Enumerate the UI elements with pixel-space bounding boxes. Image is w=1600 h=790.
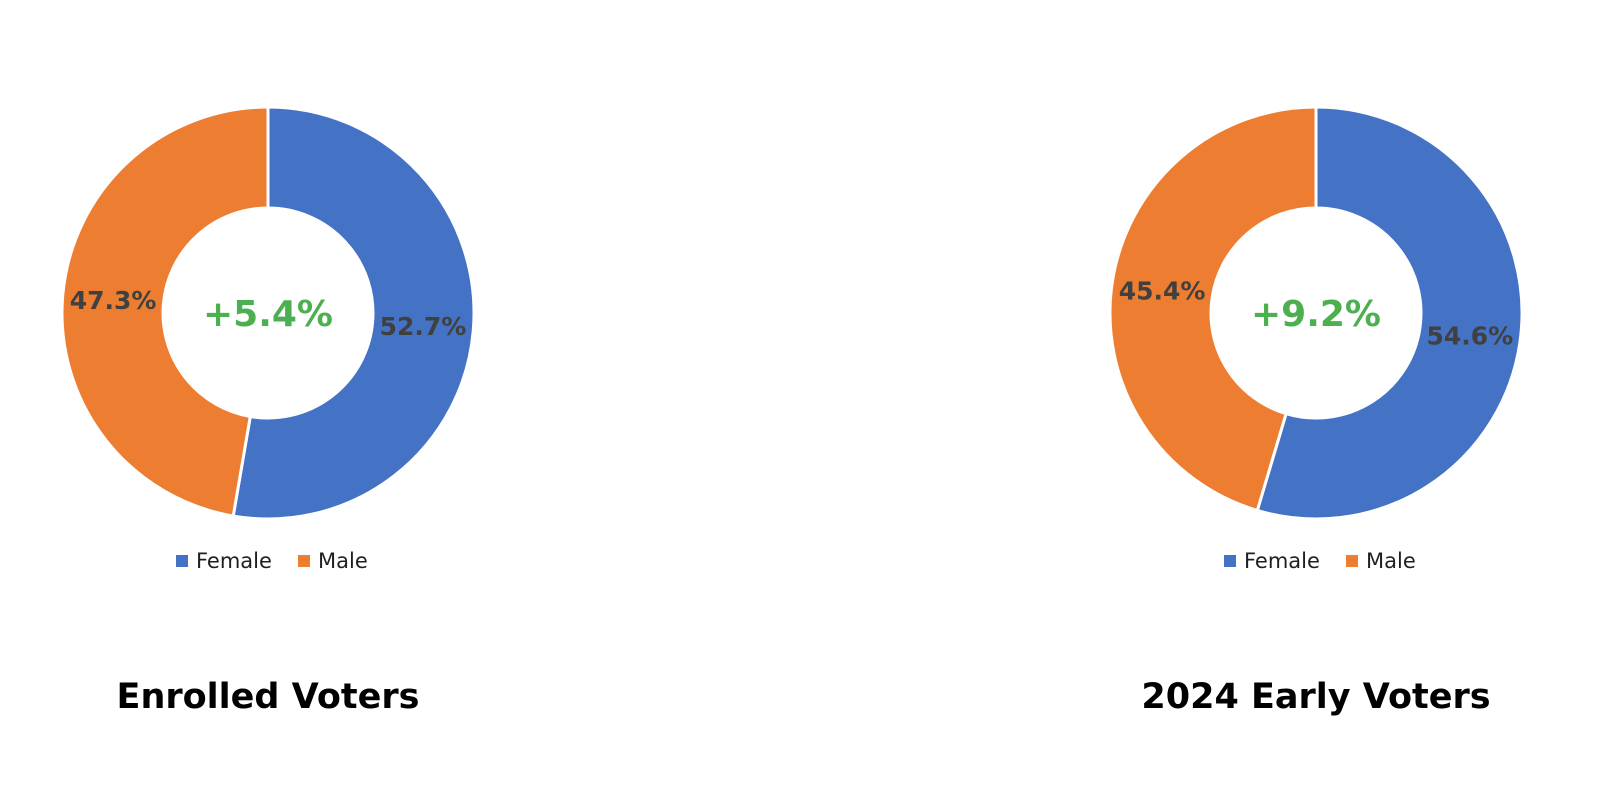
legend-swatch-female [176,555,188,567]
legend-swatch-male [298,555,310,567]
chart-legend: Female Male [176,549,368,573]
center-change-label: +9.2% [1251,294,1381,335]
legend-label-female: Female [196,549,272,573]
chart-legend: Female Male [1224,549,1416,573]
donut-slice-male [60,105,270,518]
donut-slice-male [1108,105,1318,513]
data-label-female: 54.6% [1427,321,1514,350]
data-label-male: 47.3% [70,286,157,315]
enrolled-voters-chart: 52.7% 47.3% +5.4% Female Male Enrolled Vo… [60,105,476,717]
legend-swatch-female [1224,555,1236,567]
center-change-label: +5.4% [203,294,333,335]
data-label-female: 52.7% [380,312,467,341]
donut-slice-female [231,105,476,521]
donut-slice-female [1255,105,1524,521]
legend-label-female: Female [1244,549,1320,573]
legend-swatch-male [1346,555,1358,567]
data-label-male: 45.4% [1119,277,1206,306]
legend-label-male: Male [1366,549,1416,573]
chart-title: Enrolled Voters [117,677,420,717]
legend-label-male: Male [318,549,368,573]
chart-title: 2024 Early Voters [1141,677,1490,717]
early-voters-chart: 54.6% 45.4% +9.2% Female Male 2024 Early … [1108,105,1524,717]
